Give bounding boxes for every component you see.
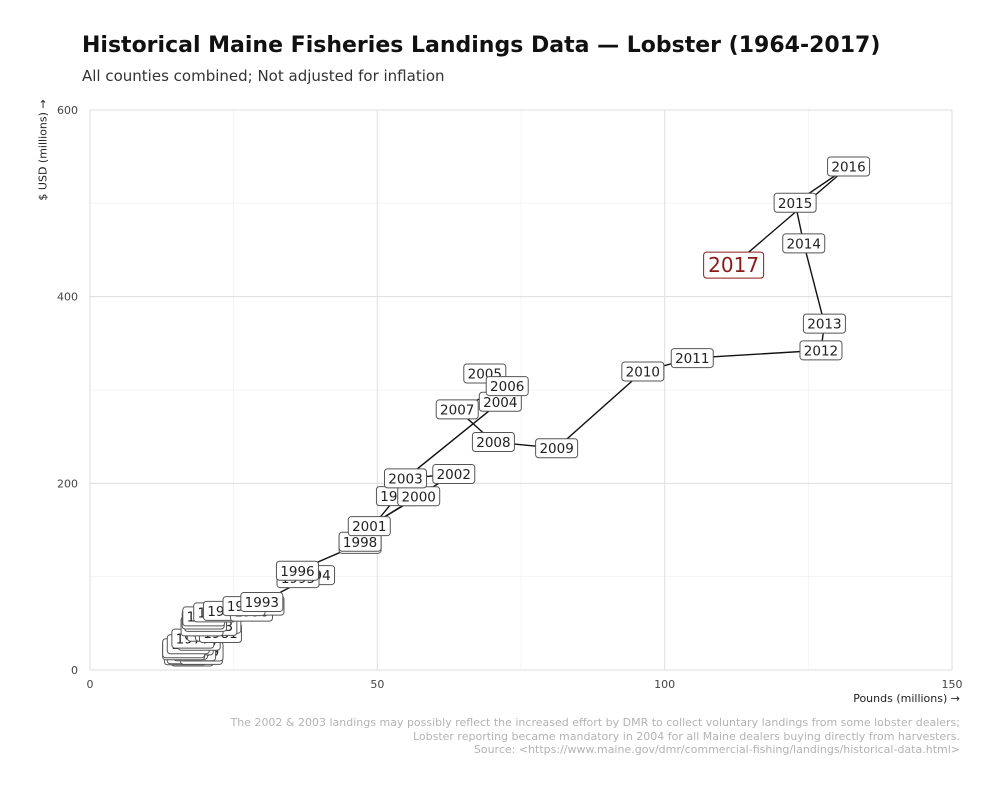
point-label-text: 2008: [476, 435, 510, 451]
point-label-text: 1996: [280, 564, 314, 580]
caption: The 2002 & 2003 landings may possibly re…: [230, 716, 960, 757]
point-label-2003: 2003: [383, 468, 427, 489]
x-tick-label: 0: [87, 678, 94, 691]
point-label-text: 2002: [437, 467, 471, 483]
point-label-2017: 2017: [703, 251, 765, 279]
point-label-2009: 2009: [535, 438, 579, 459]
point-label-text: 2007: [440, 402, 474, 418]
point-label-box: [535, 438, 579, 459]
point-label-1993: 1993: [240, 591, 284, 612]
point-label-2006: 2006: [485, 376, 529, 397]
point-label-text: 2013: [807, 317, 841, 333]
x-axis-label: Pounds (millions) →: [853, 692, 960, 705]
point-label-box: [782, 233, 826, 254]
point-label-box: [827, 156, 871, 177]
point-label-2002: 2002: [432, 464, 476, 484]
caption-line-3: Source: <https://www.maine.gov/dmr/comme…: [473, 743, 960, 756]
point-label-2000: 2000: [397, 486, 441, 507]
chart-title: Historical Maine Fisheries Landings Data…: [82, 33, 881, 58]
axis-ticks: 0 50 100 150 0 200 400 600: [57, 104, 963, 691]
point-label-text: 2000: [402, 489, 436, 505]
point-label-text: 2011: [675, 351, 709, 367]
x-tick-label: 150: [942, 678, 963, 691]
point-label-text: 1998: [343, 535, 377, 551]
y-tick-label: 400: [57, 291, 78, 304]
y-tick-label: 0: [71, 664, 78, 677]
point-label-2012: 2012: [799, 340, 843, 361]
point-label-text: 2006: [490, 379, 524, 395]
point-label-1998: 1998: [338, 531, 382, 552]
point-label-text: 2015: [778, 196, 812, 212]
point-label-text: 2003: [388, 471, 422, 487]
caption-line-2: Lobster reporting became mandatory in 20…: [412, 729, 960, 743]
point-label-2016: 2016: [827, 156, 871, 177]
point-label-text: 1993: [245, 595, 279, 611]
point-label-1996: 1996: [275, 560, 319, 581]
point-label-text: 2010: [626, 365, 660, 381]
point-label-box: [485, 376, 529, 397]
point-label-box: [435, 399, 479, 420]
point-label-text: 2016: [831, 159, 865, 175]
point-label-text: 2001: [352, 519, 386, 535]
chart-subtitle: All counties combined; Not adjusted for …: [82, 67, 445, 85]
point-label-2010: 2010: [621, 361, 665, 382]
point-label-text: 2004: [483, 395, 517, 411]
point-label-box: [670, 348, 714, 369]
point-label-text: 2014: [787, 236, 821, 252]
point-label-2015: 2015: [773, 192, 817, 213]
x-tick-label: 50: [370, 678, 384, 691]
grid: [89, 109, 953, 671]
point-label-2013: 2013: [802, 313, 846, 334]
y-tick-label: 600: [57, 104, 78, 117]
point-label-2008: 2008: [471, 431, 515, 452]
point-labels: 1964196519661967196819691970197119721973…: [162, 156, 871, 667]
point-label-box: [621, 361, 665, 382]
x-tick-label: 100: [654, 678, 675, 691]
point-label-box: [703, 251, 765, 279]
point-label-2011: 2011: [670, 348, 714, 369]
point-label-text: 2009: [539, 441, 573, 457]
point-label-text: 2017: [708, 253, 759, 277]
point-label-2014: 2014: [782, 233, 826, 254]
point-label-2007: 2007: [435, 399, 479, 420]
point-label-2004: 2004: [478, 391, 522, 412]
point-label-box: [799, 340, 843, 361]
point-label-box: [432, 464, 476, 484]
point-label-text: 2012: [804, 343, 838, 359]
y-tick-label: 200: [57, 477, 78, 490]
point-label-2001: 2001: [347, 516, 391, 537]
point-label-box: [383, 468, 427, 489]
point-label-box: [240, 591, 284, 612]
caption-line-1: The 2002 & 2003 landings may possibly re…: [230, 716, 960, 729]
point-label-box: [347, 516, 391, 537]
point-label-box: [275, 560, 319, 581]
point-label-box: [802, 313, 846, 334]
point-label-box: [471, 431, 515, 452]
point-label-box: [773, 192, 817, 213]
